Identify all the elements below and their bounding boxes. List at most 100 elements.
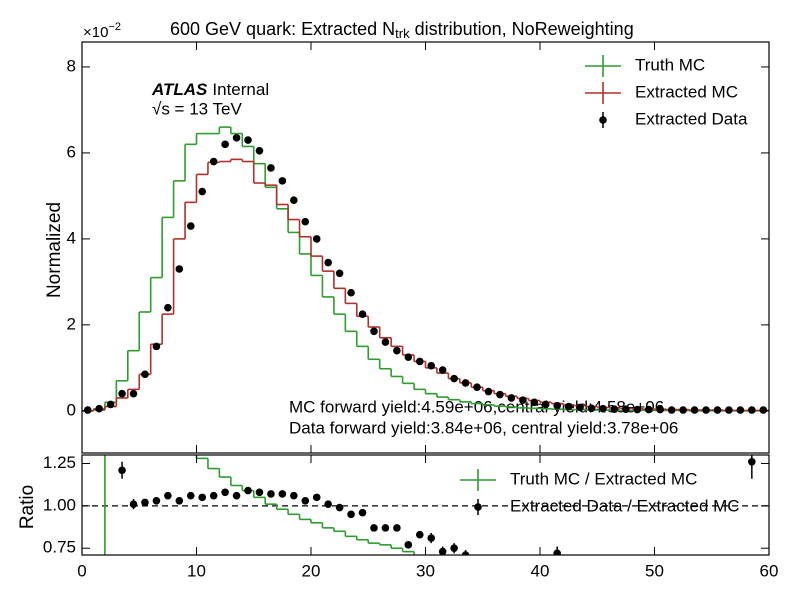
data-point — [381, 524, 390, 532]
data-point — [209, 157, 218, 166]
y-tick-label: 1.25 — [43, 453, 76, 472]
legend-entry: Truth MC / Extracted MC — [460, 469, 697, 491]
data-point — [118, 389, 126, 398]
data-point — [152, 342, 161, 351]
data-point — [667, 406, 676, 414]
x-tick-label: 40 — [531, 561, 550, 580]
x-tick-label: 20 — [302, 561, 321, 580]
data-point — [290, 196, 298, 205]
data-point — [622, 405, 630, 413]
data-point — [438, 366, 447, 374]
data-point — [541, 400, 550, 409]
data-point — [244, 486, 252, 495]
x-tick-label: 10 — [187, 561, 206, 580]
data-point — [186, 491, 195, 500]
chart-title: 600 GeV quark: Extracted Ntrk distributi… — [170, 19, 634, 42]
axes: 0 2 4 6 8 Truth MC Extracted MC Extracted Data 0… — [43, 42, 778, 580]
data-point — [381, 338, 390, 346]
data-point — [267, 164, 275, 172]
data-point — [370, 524, 378, 532]
data-point — [553, 549, 561, 555]
data-point — [221, 488, 229, 497]
data-point — [209, 491, 218, 500]
data-point — [415, 530, 424, 539]
data-point — [393, 346, 401, 355]
data-point — [164, 491, 172, 500]
legend-label: Extracted Data / Extracted MC — [510, 496, 740, 515]
data-point — [278, 177, 287, 185]
data-point — [519, 396, 527, 404]
data-point — [129, 500, 138, 508]
data-point — [656, 405, 665, 414]
data-point — [587, 404, 596, 413]
data-point — [461, 551, 470, 555]
legend-entry: Extracted MC — [585, 82, 738, 104]
data-point — [83, 406, 92, 414]
data-point — [633, 405, 642, 414]
axes-frame — [81, 454, 770, 556]
annotation: MC forward yield:4.59e+06,central yield:… — [289, 397, 664, 416]
data-point — [748, 406, 756, 414]
data-point — [576, 403, 584, 412]
data-point — [450, 374, 458, 383]
legend-entry: Extracted Data — [599, 109, 748, 128]
data-point — [106, 400, 115, 409]
data-point — [164, 303, 172, 312]
plot-area — [82, 126, 769, 414]
data-point — [186, 222, 195, 230]
data-point — [404, 541, 413, 549]
data-point — [679, 406, 687, 414]
legend-label: Extracted MC — [635, 82, 738, 101]
data-point — [759, 406, 768, 414]
legend-entry: Extracted Data / Extracted MC — [474, 496, 740, 515]
data-point — [507, 394, 516, 402]
y-axis-label: Normalized — [44, 202, 65, 298]
data-point — [141, 370, 149, 379]
data-point — [312, 493, 321, 502]
y-tick-label: 0 — [67, 400, 76, 419]
y-tick-label: 8 — [67, 56, 76, 75]
legend-swatch — [474, 503, 482, 511]
offset-label: ×10−2 — [83, 21, 121, 41]
data-point — [427, 534, 436, 542]
data-point — [198, 493, 207, 502]
data-point — [473, 383, 481, 392]
data-point — [312, 235, 321, 243]
data-point — [610, 405, 619, 413]
y-tick-label: 6 — [67, 142, 76, 161]
data-point — [748, 457, 756, 466]
data-point — [347, 510, 355, 519]
axes-frame — [81, 41, 770, 454]
energy-label: √s = 13 TeV — [152, 99, 242, 118]
data-point — [496, 390, 504, 399]
data-point — [427, 361, 436, 370]
data-point — [301, 217, 310, 226]
data-point — [324, 500, 332, 508]
y-tick-label: 1.00 — [43, 495, 76, 514]
data-point — [393, 524, 401, 532]
x-tick-label: 0 — [77, 561, 86, 580]
data-point — [95, 404, 103, 413]
data-point — [175, 496, 184, 505]
data-point — [553, 401, 561, 410]
legend-entry: Truth MC — [585, 55, 705, 77]
data-point — [358, 310, 367, 318]
data-point — [335, 269, 344, 278]
legend-label: Extracted Data — [635, 109, 748, 128]
data-point — [232, 491, 241, 500]
data-point — [484, 387, 493, 396]
data-point — [244, 136, 252, 144]
data-point — [461, 379, 470, 387]
data-point — [290, 491, 298, 500]
data-point — [198, 187, 207, 196]
data-point — [129, 389, 138, 398]
y-axis-label: Ratio — [17, 485, 38, 529]
data-point — [335, 503, 344, 512]
y-tick-label: 4 — [67, 228, 76, 247]
data-point — [644, 405, 653, 414]
data-point — [175, 265, 184, 273]
data-point — [358, 508, 367, 517]
data-point — [599, 404, 607, 413]
plot-area — [82, 455, 769, 555]
legend-swatch — [599, 116, 607, 124]
